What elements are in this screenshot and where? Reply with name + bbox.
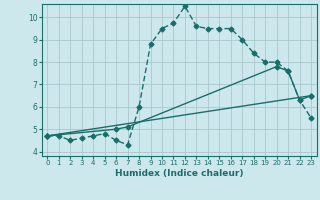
X-axis label: Humidex (Indice chaleur): Humidex (Indice chaleur): [115, 169, 244, 178]
